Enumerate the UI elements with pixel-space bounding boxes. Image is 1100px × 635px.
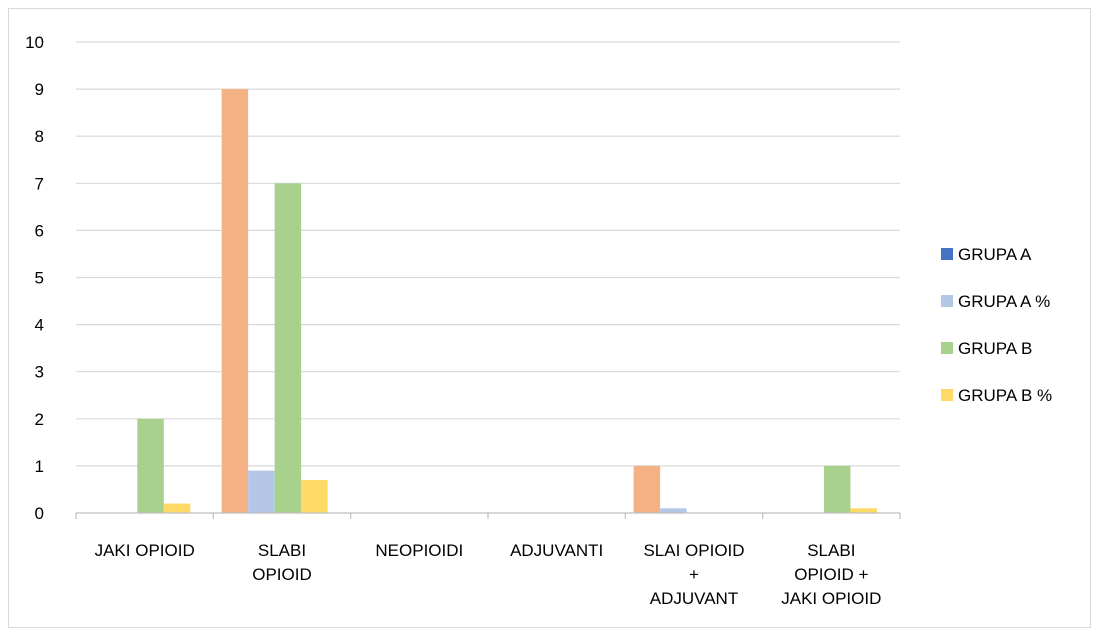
legend-swatch	[941, 342, 953, 354]
bar	[850, 508, 877, 513]
y-tick-label: 1	[35, 457, 44, 476]
y-tick-label: 2	[35, 410, 44, 429]
axes	[75, 512, 901, 519]
x-tick-label: SLAI OPIOID + ADJUVANT	[643, 541, 744, 608]
legend-label: GRUPA B	[958, 339, 1032, 358]
gridlines	[76, 41, 900, 467]
bar	[301, 480, 328, 513]
legend-label: GRUPA A %	[958, 292, 1050, 311]
bar-chart: 0 1 2 3 4 5 6 7 8 9 10 JAKI OPIOID SLABI OPIOID NEOPI…	[25, 33, 1052, 608]
x-tick-labels: JAKI OPIOID SLABI OPIOID NEOPIOIDI ADJUVANTI…	[95, 541, 882, 608]
bar	[163, 503, 191, 513]
y-tick-label: 10	[25, 33, 44, 52]
y-tick-label: 4	[35, 316, 44, 335]
legend-label: GRUPA B %	[958, 386, 1052, 405]
x-tick-label: JAKI OPIOID	[95, 541, 195, 560]
y-tick-label: 8	[35, 127, 44, 146]
bar	[633, 465, 661, 513]
legend: GRUPA A GRUPA A % GRUPA B GRUPA B %	[941, 245, 1052, 405]
bar	[274, 183, 302, 514]
x-tick-label: SLABI OPIOID	[252, 541, 312, 584]
chart-frame: 0 1 2 3 4 5 6 7 8 9 10 JAKI OPIOID SLABI OPIOID NEOPI…	[8, 8, 1091, 628]
bar	[221, 89, 249, 513]
legend-swatch	[941, 295, 953, 307]
y-tick-label: 0	[35, 504, 44, 523]
y-tick-label: 3	[35, 363, 44, 382]
bar	[823, 465, 851, 513]
y-tick-label: 7	[35, 174, 44, 193]
bar	[137, 418, 164, 513]
y-tick-labels: 0 1 2 3 4 5 6 7 8 9 10	[25, 33, 44, 523]
y-tick-label: 6	[35, 221, 44, 240]
legend-label: GRUPA A	[958, 245, 1032, 264]
y-tick-label: 5	[35, 269, 44, 288]
y-tick-label: 9	[35, 80, 44, 99]
legend-swatch	[941, 248, 953, 260]
bars	[137, 89, 877, 514]
bar	[248, 470, 275, 513]
legend-swatch	[941, 389, 953, 401]
x-tick-label: SLABI OPIOID + JAKI OPIOID	[781, 541, 881, 608]
x-tick-label: ADJUVANTI	[510, 541, 603, 560]
bar	[660, 508, 687, 513]
x-tick-label: NEOPIOIDI	[375, 541, 463, 560]
